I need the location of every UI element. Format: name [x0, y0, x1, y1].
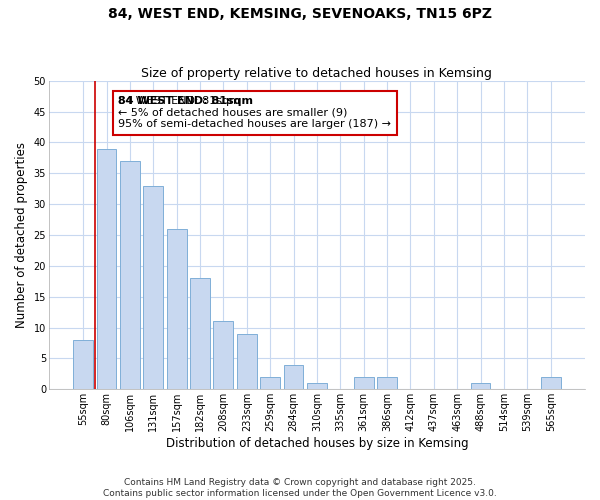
Bar	[143, 186, 163, 390]
Bar	[354, 377, 374, 390]
Bar	[73, 340, 93, 390]
Bar	[190, 278, 210, 390]
Text: 84 WEST END: 81sqm
← 5% of detached houses are smaller (9)
95% of semi-detached : 84 WEST END: 81sqm ← 5% of detached hous…	[118, 96, 391, 130]
Bar	[541, 377, 560, 390]
Bar	[284, 364, 304, 390]
Bar	[377, 377, 397, 390]
Y-axis label: Number of detached properties: Number of detached properties	[15, 142, 28, 328]
Bar	[214, 322, 233, 390]
Bar	[167, 229, 187, 390]
Bar	[120, 161, 140, 390]
Bar	[307, 383, 327, 390]
Text: 84, WEST END, KEMSING, SEVENOAKS, TN15 6PZ: 84, WEST END, KEMSING, SEVENOAKS, TN15 6…	[108, 8, 492, 22]
Bar	[237, 334, 257, 390]
Bar	[97, 148, 116, 390]
X-axis label: Distribution of detached houses by size in Kemsing: Distribution of detached houses by size …	[166, 437, 468, 450]
Bar	[470, 383, 490, 390]
Text: 84 WEST END: 81sqm: 84 WEST END: 81sqm	[118, 96, 253, 130]
Text: Contains HM Land Registry data © Crown copyright and database right 2025.
Contai: Contains HM Land Registry data © Crown c…	[103, 478, 497, 498]
Bar	[260, 377, 280, 390]
Title: Size of property relative to detached houses in Kemsing: Size of property relative to detached ho…	[142, 66, 493, 80]
